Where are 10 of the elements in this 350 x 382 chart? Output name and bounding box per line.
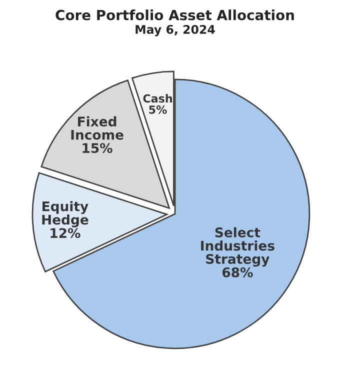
slice-label: Fixed Income <box>71 116 124 140</box>
slice-label: Select Industries Strategy <box>201 227 274 267</box>
data-label: 5% <box>149 105 167 114</box>
data-label: 12% <box>50 228 80 238</box>
slice-label: Cash <box>143 94 172 103</box>
chart-subtitle: May 6, 2024 <box>136 24 215 36</box>
data-label: 68% <box>222 267 253 278</box>
chart-title: Core Portfolio Asset Allocation <box>56 10 294 20</box>
slice-label: Equity Hedge <box>42 201 88 228</box>
data-label: 15% <box>82 143 112 154</box>
